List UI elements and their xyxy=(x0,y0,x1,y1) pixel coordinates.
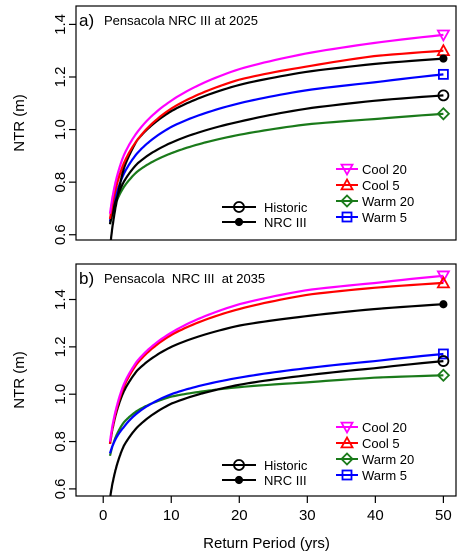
y-tick-label: 1.2 xyxy=(52,336,69,357)
legend-marker xyxy=(233,201,245,213)
x-tick-label: 40 xyxy=(367,507,384,524)
legend-marker xyxy=(340,452,354,466)
legend-marker xyxy=(340,194,354,208)
legend-label: Warm 20 xyxy=(362,194,414,209)
legend-marker xyxy=(339,177,355,191)
series-line-historic xyxy=(109,360,444,496)
y-tick-label: 1.4 xyxy=(52,289,69,310)
legend-marker xyxy=(339,421,355,435)
data-point-cool-5 xyxy=(436,275,451,289)
legend-marker xyxy=(341,211,353,223)
x-tick-label: 20 xyxy=(231,507,248,524)
series-line-warm-5 xyxy=(108,73,444,222)
legend-label: Cool 20 xyxy=(362,162,407,177)
legend-label: Warm 5 xyxy=(362,468,407,483)
legend-label: Historic xyxy=(264,200,308,215)
plot-frame xyxy=(75,5,457,241)
panel-b: 0.6 0.8 1.0 1.2 1.4 0 10 20 30 40 50 NTR (m) Return … xyxy=(11,263,457,552)
legend-label: Cool 5 xyxy=(362,178,400,193)
legend-marker xyxy=(339,435,355,449)
panel-tag: b) xyxy=(79,269,94,288)
series-line-cool-20 xyxy=(108,33,444,214)
series-lines xyxy=(108,33,444,240)
legend-label: Historic xyxy=(264,458,308,473)
series-line-warm-5 xyxy=(108,352,444,454)
data-point-historic xyxy=(437,355,450,367)
plot-frame xyxy=(75,263,457,497)
data-point-warm-20 xyxy=(436,107,451,121)
y-axis-label: NTR (m) xyxy=(11,351,28,408)
legend-label: Cool 20 xyxy=(362,420,407,435)
y-tick-label: 0.8 xyxy=(52,431,69,452)
data-point-nrc-iii xyxy=(439,54,448,63)
legend-label: Cool 5 xyxy=(362,436,400,451)
x-tick-label: 0 xyxy=(99,507,107,524)
series-line-cool-20 xyxy=(108,274,444,442)
panel-title: Pensacola NRC III at 2035 xyxy=(104,271,265,286)
y-tick-label: 1.0 xyxy=(52,384,69,405)
legend-label: Warm 5 xyxy=(362,210,407,225)
legend-marker xyxy=(341,469,353,481)
data-point-warm-5 xyxy=(437,68,449,80)
y-axis-label: NTR (m) xyxy=(11,94,28,151)
series-lines xyxy=(108,274,444,496)
panel-tag: a) xyxy=(79,11,94,30)
data-point-warm-5 xyxy=(437,348,449,360)
data-point-historic xyxy=(437,89,450,102)
data-point-nrc-iii xyxy=(439,300,448,309)
legend-marker xyxy=(233,459,245,471)
legend-marker xyxy=(234,475,244,485)
legend-marker xyxy=(234,217,244,227)
panel-a: 0.6 0.8 1.0 1.2 1.4 NTR (m) a) Pensacola NRC II… xyxy=(11,5,457,245)
x-tick-label: 50 xyxy=(435,507,452,524)
y-tick-label: 0.6 xyxy=(52,478,69,499)
y-tick-label: 0.8 xyxy=(52,172,69,193)
legend-label: NRC III xyxy=(264,215,307,230)
legend-marker xyxy=(339,163,355,177)
legend-label: Warm 20 xyxy=(362,452,414,467)
x-axis-label: Return Period (yrs) xyxy=(203,535,330,552)
y-tick-label: 1.4 xyxy=(52,14,69,35)
data-point-cool-20 xyxy=(436,29,451,43)
data-point-warm-20 xyxy=(436,368,451,383)
data-point-cool-20 xyxy=(436,270,451,284)
x-tick-label: 10 xyxy=(163,507,180,524)
panel-title: Pensacola NRC III at 2025 xyxy=(104,13,258,28)
series-line-cool-5 xyxy=(108,49,444,220)
y-tick-label: 0.6 xyxy=(52,224,69,245)
legend-label: NRC III xyxy=(264,473,307,488)
x-tick-label: 30 xyxy=(299,507,316,524)
y-tick-label: 1.2 xyxy=(52,67,69,88)
y-tick-label: 1.0 xyxy=(52,119,69,140)
